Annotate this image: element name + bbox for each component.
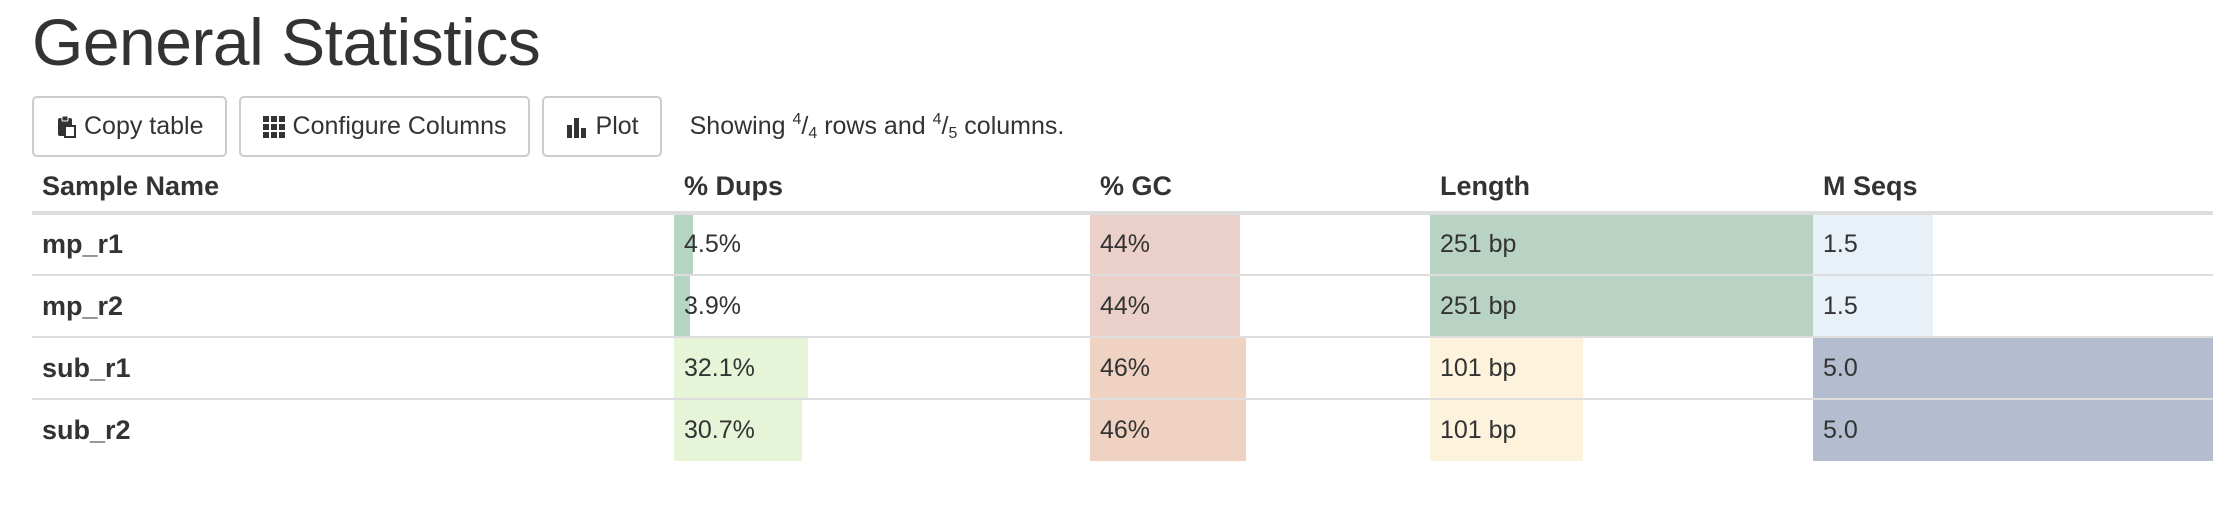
m-seqs-bar <box>1813 400 2213 461</box>
m-seqs-bar <box>1813 338 2213 398</box>
header-sample-name[interactable]: Sample Name <box>32 162 674 215</box>
bar-chart-icon <box>566 116 588 138</box>
m-seqs-bar <box>1813 276 1933 336</box>
length-value: 251 bp <box>1440 230 1517 258</box>
dups-bar <box>674 400 802 461</box>
gc-value: 46% <box>1100 353 1151 382</box>
copy-table-button[interactable]: Copy table <box>32 96 227 157</box>
table-row: mp_r2 3.9% 44% 251 bp 1.5 <box>32 274 2213 337</box>
dups-value: 30.7% <box>684 416 755 444</box>
configure-columns-label: Configure Columns <box>292 112 507 140</box>
m-seqs-cell: 1.5 <box>1813 274 2213 337</box>
rows-total: 4 <box>808 124 818 142</box>
gc-value: 44% <box>1100 230 1151 258</box>
table-status-text: Showing 4/4 rows and 4/5 columns. <box>689 110 1065 142</box>
length-cell: 101 bp <box>1430 398 1813 461</box>
length-cell: 251 bp <box>1430 213 1813 275</box>
gc-value: 46% <box>1100 416 1151 444</box>
length-cell: 251 bp <box>1430 274 1813 337</box>
gc-bar <box>1090 276 1240 336</box>
header-dups[interactable]: % Dups <box>674 162 1090 215</box>
length-cell: 101 bp <box>1430 336 1813 399</box>
copy-table-label: Copy table <box>84 112 204 140</box>
plot-button[interactable]: Plot <box>541 96 662 157</box>
dups-cell: 32.1% <box>674 336 1090 399</box>
dups-cell: 30.7% <box>674 398 1090 461</box>
cols-total: 5 <box>948 124 958 142</box>
gc-cell: 44% <box>1090 213 1430 275</box>
m-seqs-cell: 5.0 <box>1813 336 2213 399</box>
sample-name-cell: mp_r1 <box>42 229 124 259</box>
dups-cell: 4.5% <box>674 213 1090 275</box>
section-title: General Statistics <box>32 5 541 79</box>
dups-cell: 3.9% <box>674 274 1090 337</box>
m-seqs-value: 5.0 <box>1823 416 1858 444</box>
clipboard-icon <box>56 115 76 139</box>
length-bar <box>1430 276 1813 336</box>
m-seqs-bar <box>1813 215 1933 274</box>
m-seqs-cell: 1.5 <box>1813 213 2213 275</box>
dups-bar <box>674 276 691 336</box>
length-bar <box>1430 400 1584 461</box>
dups-value: 3.9% <box>684 291 741 320</box>
sample-name-cell: sub_r1 <box>32 336 674 399</box>
table-row: sub_r1 32.1% 46% 101 bp 5.0 <box>32 336 2213 399</box>
gc-bar <box>1090 215 1240 274</box>
sample-name-cell: sub_r2 <box>32 398 674 461</box>
gc-value: 44% <box>1100 291 1151 320</box>
header-length[interactable]: Length <box>1430 162 1813 215</box>
cols-shown: 4 <box>932 110 942 128</box>
configure-columns-button[interactable]: Configure Columns <box>238 96 530 157</box>
dups-value: 4.5% <box>684 230 741 258</box>
table-header-row: Sample Name % Dups % GC Length M Seqs <box>32 162 2213 215</box>
plot-label: Plot <box>595 112 639 140</box>
grid-icon <box>262 115 285 138</box>
table-toolbar: Copy table Configure Columns <box>32 96 1064 157</box>
header-m-seqs[interactable]: M Seqs <box>1813 162 2213 215</box>
length-value: 251 bp <box>1440 291 1517 320</box>
header-gc[interactable]: % GC <box>1090 162 1430 215</box>
length-value: 101 bp <box>1440 416 1517 444</box>
gc-cell: 46% <box>1090 398 1430 461</box>
m-seqs-value: 1.5 <box>1823 291 1858 320</box>
length-bar <box>1430 338 1584 398</box>
length-bar <box>1430 215 1813 274</box>
length-value: 101 bp <box>1440 353 1517 382</box>
sample-name-cell: mp_r2 <box>32 274 674 337</box>
gc-cell: 46% <box>1090 336 1430 399</box>
m-seqs-cell: 5.0 <box>1813 398 2213 461</box>
gc-cell: 44% <box>1090 274 1430 337</box>
m-seqs-value: 5.0 <box>1823 353 1858 382</box>
gc-bar <box>1090 338 1247 398</box>
dups-bar <box>674 215 693 274</box>
table-row: mp_r1 4.5% 44% 251 bp 1.5 <box>32 213 2213 275</box>
dups-value: 32.1% <box>684 353 755 382</box>
general-stats-table: Sample Name % Dups % GC Length M Seqs mp… <box>32 162 2213 461</box>
gc-bar <box>1090 400 1247 461</box>
rows-shown: 4 <box>792 110 802 128</box>
m-seqs-value: 1.5 <box>1823 230 1858 258</box>
table-row: sub_r2 30.7% 46% 101 bp 5.0 <box>32 398 2213 461</box>
dups-bar <box>674 338 808 398</box>
